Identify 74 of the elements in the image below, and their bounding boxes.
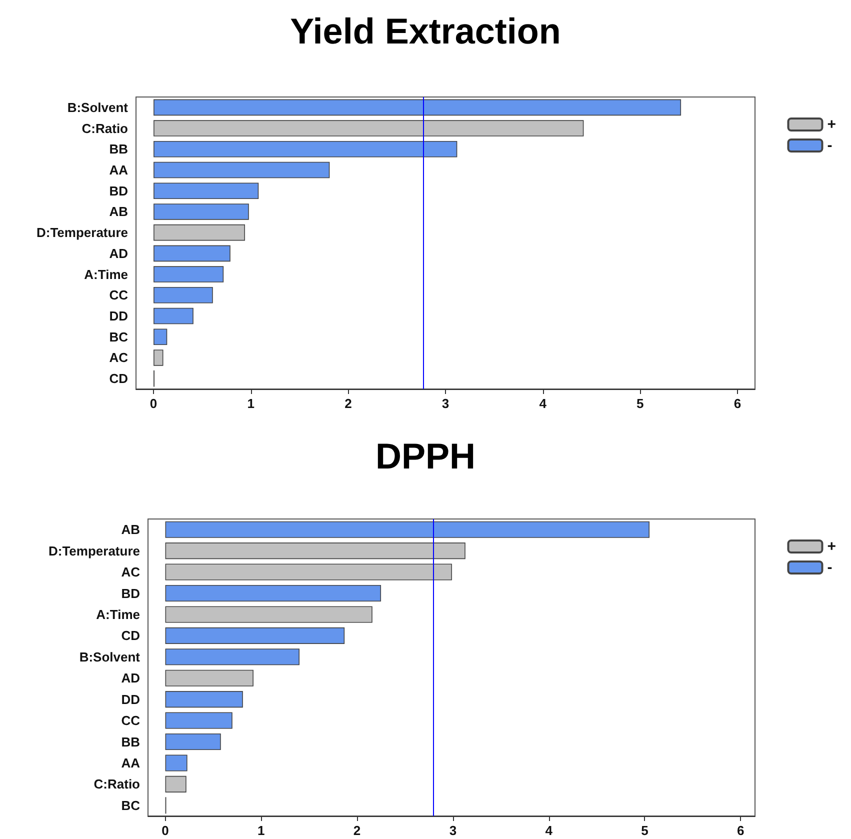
bar <box>165 691 243 708</box>
bar <box>165 733 221 750</box>
x-tick-label: 2 <box>353 823 361 838</box>
legend-label: - <box>827 559 832 576</box>
y-tick-label: BB <box>109 142 128 157</box>
y-tick-label: B:Solvent <box>79 649 141 664</box>
bar <box>154 224 246 241</box>
y-tick-label: CD <box>121 628 140 644</box>
x-tick-label: 1 <box>247 396 254 411</box>
bar <box>165 542 466 560</box>
bar <box>154 182 259 199</box>
bar <box>165 754 188 772</box>
x-tick-label: 6 <box>734 396 742 411</box>
x-tick-label: 6 <box>737 823 744 838</box>
y-tick-label: CC <box>121 713 141 728</box>
legend-label: - <box>827 137 832 154</box>
x-tick-label: 5 <box>636 396 644 411</box>
x-tick-label: 3 <box>442 396 450 411</box>
x-tick-label: 2 <box>344 396 352 411</box>
bar <box>165 627 345 644</box>
chart-title: Yield Extraction <box>290 10 561 52</box>
chart-title: DPPH <box>375 436 476 476</box>
y-tick-label: D:Temperature <box>36 225 128 240</box>
bar <box>154 328 168 345</box>
bar <box>154 266 224 282</box>
y-tick-label: C:Ratio <box>94 776 140 792</box>
x-tick-label: 1 <box>258 823 265 838</box>
y-tick-label: AC <box>109 350 129 366</box>
bar <box>154 308 194 324</box>
y-tick-label: AB <box>109 204 128 220</box>
y-tick-label: AB <box>121 522 140 538</box>
y-tick-label: AC <box>121 564 141 580</box>
x-tick-label: 3 <box>449 823 457 838</box>
bar <box>154 287 213 304</box>
bar <box>154 245 230 262</box>
bar <box>165 584 382 602</box>
y-tick-label: DD <box>109 308 128 324</box>
bar <box>154 99 682 116</box>
x-tick-label: 5 <box>641 823 648 838</box>
x-tick-label: 4 <box>539 396 548 411</box>
y-tick-label: AA <box>109 162 129 178</box>
bar <box>154 350 164 366</box>
y-tick-label: D:Temperature <box>48 543 140 558</box>
bar <box>165 648 300 666</box>
y-tick-label: DD <box>121 692 140 707</box>
y-tick-label: AD <box>121 670 140 686</box>
y-tick-label: A:Time <box>84 266 128 282</box>
bar <box>165 521 650 538</box>
bar <box>165 606 372 623</box>
y-tick-label: BD <box>121 586 140 601</box>
legend-label: + <box>827 538 836 555</box>
x-tick-label: 4 <box>545 823 554 838</box>
y-tick-label: BD <box>109 183 128 198</box>
y-tick-label: CD <box>109 371 128 386</box>
y-tick-label: BC <box>109 329 129 344</box>
y-tick-label: BC <box>121 798 141 813</box>
x-tick-label: 0 <box>162 823 169 838</box>
y-tick-label: A:Time <box>96 606 140 622</box>
bar <box>154 141 458 158</box>
x-tick-label: 0 <box>150 396 158 411</box>
y-tick-label: AA <box>121 755 141 770</box>
bar <box>154 204 249 220</box>
bar <box>154 120 584 136</box>
y-tick-label: C:Ratio <box>82 120 128 136</box>
y-tick-label: B:Solvent <box>67 100 129 115</box>
bar <box>154 162 330 178</box>
y-tick-label: BB <box>121 734 140 750</box>
bar <box>165 776 186 792</box>
y-tick-label: CC <box>109 288 129 303</box>
bar <box>165 670 254 686</box>
bar <box>165 712 232 729</box>
bar <box>165 564 452 580</box>
legend-label: + <box>827 116 836 133</box>
y-tick-label: AD <box>109 246 128 261</box>
